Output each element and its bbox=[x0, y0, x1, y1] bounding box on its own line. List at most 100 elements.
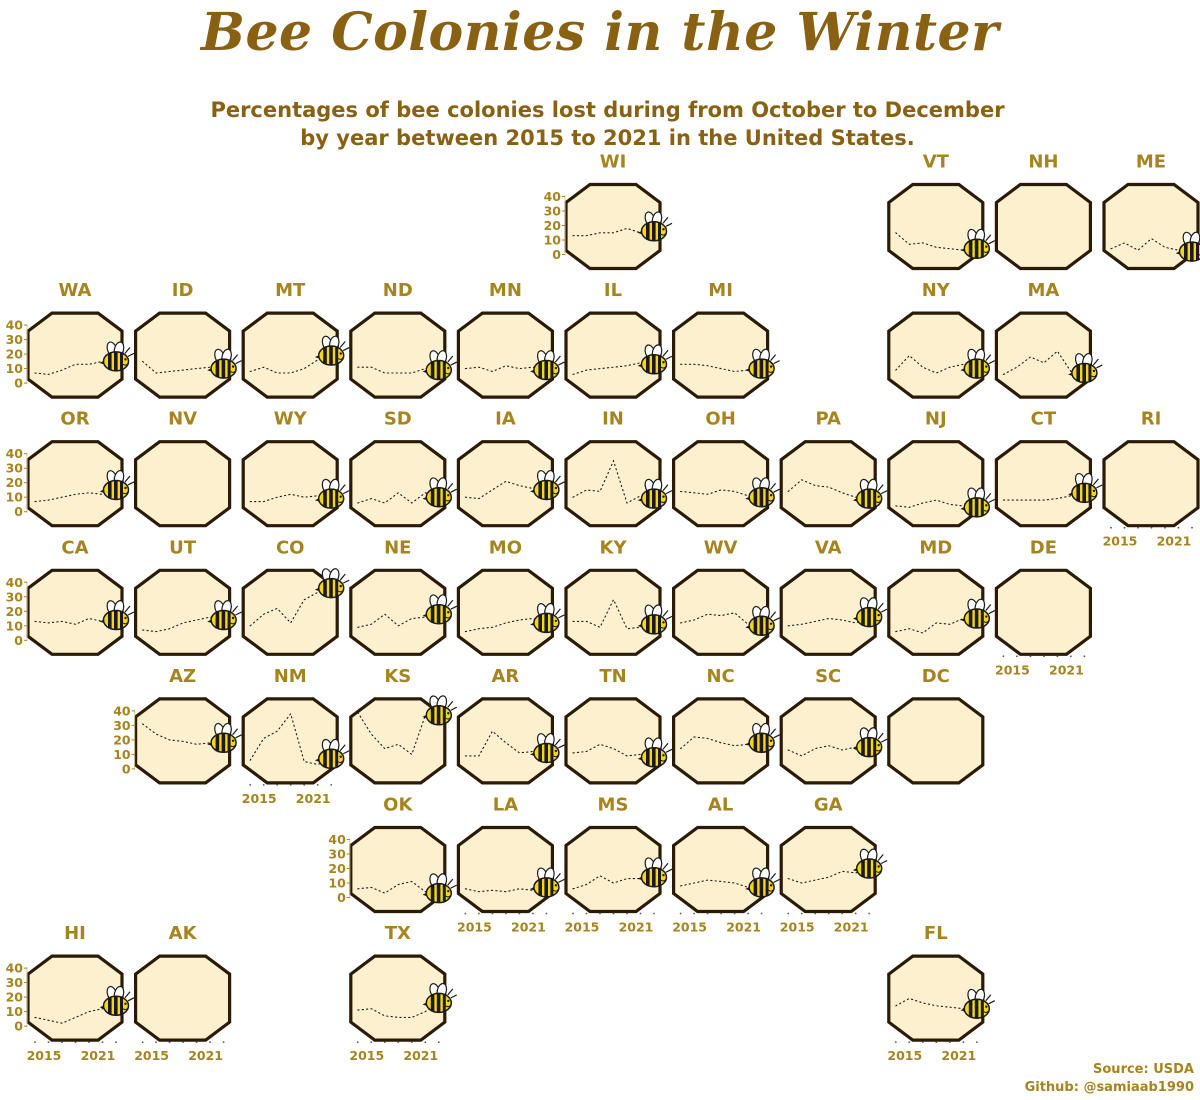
series-line-ar bbox=[464, 730, 547, 757]
hexagon-cell bbox=[349, 954, 447, 1042]
bee-icon-me bbox=[1175, 231, 1200, 262]
y-tick-label: 20 bbox=[6, 604, 24, 619]
hexagon-cell bbox=[26, 954, 124, 1042]
state-label-tx: TX bbox=[385, 923, 411, 944]
series-line-wy bbox=[249, 493, 332, 503]
bee-icon-nm bbox=[314, 738, 350, 769]
series-line-ne bbox=[357, 613, 440, 628]
y-tick-label: 40 bbox=[6, 318, 24, 333]
series-line-md bbox=[895, 617, 978, 634]
bee-icon-or bbox=[99, 469, 135, 501]
state-label-va: VA bbox=[815, 537, 842, 558]
series-line-oh bbox=[680, 489, 763, 498]
x-tick-label-end: 2021 bbox=[941, 1048, 976, 1063]
y-tick-label: 30 bbox=[6, 461, 24, 476]
series-line-sc bbox=[787, 745, 870, 757]
facet-vt: VT bbox=[887, 152, 996, 271]
x-tick-label-end: 2021 bbox=[619, 920, 654, 935]
bee-icon-al bbox=[745, 867, 780, 898]
y-tick-label: 10 bbox=[6, 618, 24, 633]
series-line-fl bbox=[895, 997, 978, 1010]
bee-icon-sd bbox=[422, 477, 458, 508]
source-label: Source: USDA bbox=[1093, 1062, 1194, 1077]
facet-de: DE 2015 2021 bbox=[994, 537, 1092, 677]
hexagon-cell bbox=[887, 311, 985, 399]
subtitle-line-2: by year between 2015 to 2021 in the Unit… bbox=[300, 126, 915, 150]
series-line-ok bbox=[357, 880, 440, 894]
y-tick-label: 0 bbox=[337, 890, 346, 905]
y-tick-label: 30 bbox=[544, 204, 562, 219]
y-tick-label: 30 bbox=[6, 975, 24, 990]
y-tick-label: 40 bbox=[6, 575, 24, 590]
hexagon-cell bbox=[672, 697, 770, 785]
y-tick-label: 10 bbox=[544, 233, 562, 248]
series-line-pa bbox=[787, 479, 870, 500]
hexagon-cell bbox=[564, 182, 662, 271]
y-tick-label: 0 bbox=[14, 1019, 23, 1034]
facet-ks: KS bbox=[349, 666, 458, 785]
hexagon-cell bbox=[26, 568, 124, 656]
series-line-me bbox=[1110, 237, 1193, 253]
y-tick-label: 0 bbox=[122, 761, 131, 776]
facet-mo: MO bbox=[456, 537, 565, 656]
state-label-ks: KS bbox=[384, 666, 411, 687]
facet-nm: NM 2015 2021 bbox=[241, 666, 350, 806]
facet-nv: NV bbox=[134, 409, 232, 528]
state-label-nd: ND bbox=[383, 280, 413, 301]
series-line-nd bbox=[357, 366, 440, 374]
bee-icon-wy bbox=[314, 478, 350, 509]
hexagon-cell bbox=[26, 311, 124, 399]
y-tick-label: 0 bbox=[14, 376, 23, 391]
state-label-mi: MI bbox=[708, 280, 733, 301]
bee-icon-wa bbox=[99, 341, 135, 372]
state-label-ca: CA bbox=[61, 537, 88, 558]
y-tick-label: 20 bbox=[328, 861, 346, 876]
bee-icon-pa bbox=[852, 478, 888, 509]
state-label-ia: IA bbox=[495, 409, 516, 430]
hexagon-cell bbox=[887, 954, 985, 1042]
y-tick-label: 20 bbox=[544, 218, 562, 233]
bee-icon-nj bbox=[960, 487, 996, 518]
facet-va: VA bbox=[779, 537, 888, 656]
y-tick-label: 0 bbox=[14, 504, 23, 519]
bee-icon-tn bbox=[637, 737, 673, 768]
hexagon-cell bbox=[134, 954, 232, 1042]
state-label-ky: KY bbox=[600, 537, 628, 558]
bee-icon-ia bbox=[530, 469, 565, 501]
state-label-nm: NM bbox=[274, 666, 307, 687]
hexagon-cell bbox=[779, 568, 877, 656]
series-line-mo bbox=[464, 617, 547, 633]
hexagon-cell bbox=[456, 697, 554, 785]
series-line-nc bbox=[680, 736, 763, 750]
state-label-nc: NC bbox=[706, 666, 734, 687]
bee-icon-ct bbox=[1068, 472, 1103, 504]
bee-icon-nd bbox=[422, 350, 458, 381]
x-tick-label-start: 2015 bbox=[1103, 534, 1138, 549]
series-line-co bbox=[249, 587, 332, 627]
series-line-ia bbox=[464, 480, 547, 500]
y-tick-label: 20 bbox=[6, 475, 24, 490]
state-label-hi: HI bbox=[64, 923, 86, 944]
facet-mi: MI bbox=[672, 280, 780, 399]
series-line-hi bbox=[34, 1005, 117, 1024]
state-label-me: ME bbox=[1136, 152, 1166, 173]
series-line-ny bbox=[895, 354, 978, 374]
state-label-nh: NH bbox=[1028, 152, 1058, 173]
bee-icon-mt bbox=[314, 335, 350, 366]
series-line-or bbox=[34, 489, 117, 503]
facet-nh: NH bbox=[994, 152, 1092, 271]
state-label-vt: VT bbox=[923, 152, 950, 173]
hexagon-cell bbox=[994, 182, 1092, 271]
state-label-or: OR bbox=[60, 409, 89, 430]
bee-icon-ar bbox=[530, 732, 565, 764]
facet-md: MD bbox=[887, 537, 996, 656]
subtitle-line-1: Percentages of bee colonies lost during … bbox=[210, 98, 1005, 122]
facet-ia: IA bbox=[456, 409, 565, 528]
hexagon-cell bbox=[134, 568, 232, 656]
state-label-wi: WI bbox=[600, 152, 627, 173]
series-line-ut bbox=[142, 616, 225, 633]
bee-icon-la bbox=[530, 867, 565, 898]
facet-ny: NY bbox=[887, 280, 996, 399]
